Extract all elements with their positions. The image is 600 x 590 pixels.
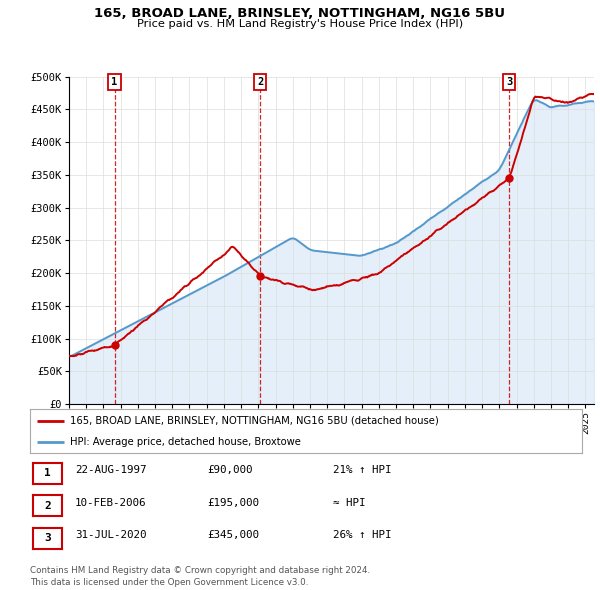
- Text: 3: 3: [44, 533, 51, 543]
- Text: 31-JUL-2020: 31-JUL-2020: [75, 530, 146, 540]
- Text: Contains HM Land Registry data © Crown copyright and database right 2024.
This d: Contains HM Land Registry data © Crown c…: [30, 566, 370, 587]
- Text: 21% ↑ HPI: 21% ↑ HPI: [333, 465, 392, 475]
- Text: 1: 1: [112, 77, 118, 87]
- Text: Price paid vs. HM Land Registry's House Price Index (HPI): Price paid vs. HM Land Registry's House …: [137, 19, 463, 30]
- Text: 165, BROAD LANE, BRINSLEY, NOTTINGHAM, NG16 5BU: 165, BROAD LANE, BRINSLEY, NOTTINGHAM, N…: [95, 7, 505, 20]
- Text: £195,000: £195,000: [207, 497, 259, 507]
- Text: 2: 2: [44, 500, 51, 510]
- Text: £345,000: £345,000: [207, 530, 259, 540]
- Text: 2: 2: [257, 77, 263, 87]
- Text: 26% ↑ HPI: 26% ↑ HPI: [333, 530, 392, 540]
- Text: ≈ HPI: ≈ HPI: [333, 497, 365, 507]
- Text: HPI: Average price, detached house, Broxtowe: HPI: Average price, detached house, Brox…: [70, 437, 301, 447]
- Text: 1: 1: [44, 468, 51, 478]
- Text: 22-AUG-1997: 22-AUG-1997: [75, 465, 146, 475]
- Text: 3: 3: [506, 77, 512, 87]
- Text: 10-FEB-2006: 10-FEB-2006: [75, 497, 146, 507]
- Text: £90,000: £90,000: [207, 465, 253, 475]
- Text: 165, BROAD LANE, BRINSLEY, NOTTINGHAM, NG16 5BU (detached house): 165, BROAD LANE, BRINSLEY, NOTTINGHAM, N…: [70, 416, 439, 426]
